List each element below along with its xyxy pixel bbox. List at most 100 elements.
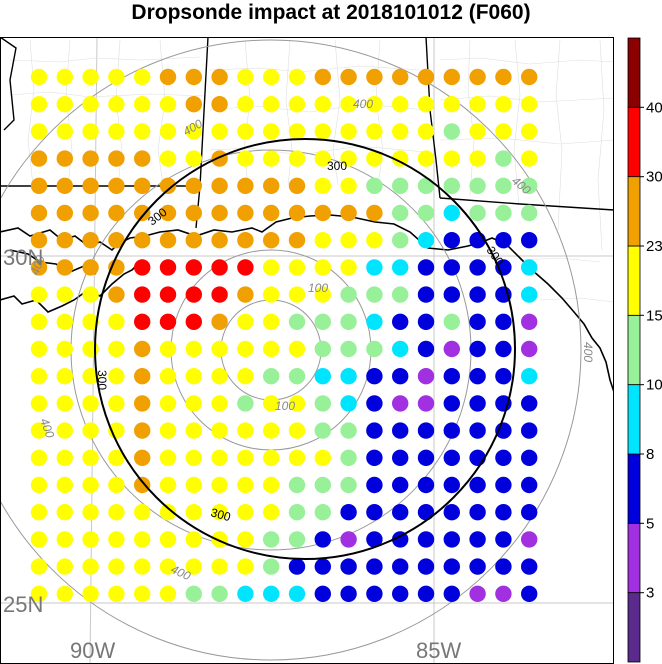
impact-dot — [108, 368, 125, 385]
impact-dot — [443, 68, 460, 86]
impact-dot — [30, 531, 48, 548]
impact-dot — [495, 232, 512, 249]
impact-dot — [108, 204, 125, 222]
impact-dot — [30, 232, 48, 249]
impact-dot — [443, 368, 460, 385]
impact-dot — [159, 123, 177, 140]
impact-dot — [417, 531, 435, 548]
impact-dot — [340, 368, 357, 385]
colorbar-swatch — [627, 314, 641, 385]
impact-dot — [185, 286, 202, 303]
impact-dot — [392, 259, 409, 276]
colorbar-swatch — [627, 106, 641, 178]
impact-dot — [340, 340, 357, 358]
impact-dot — [340, 395, 357, 412]
impact-dot — [237, 286, 254, 303]
impact-dot — [392, 368, 409, 385]
impact-dot — [392, 449, 409, 466]
impact-dot — [288, 123, 306, 140]
impact-dot — [366, 340, 383, 358]
impact-dot — [134, 259, 151, 276]
impact-dot — [56, 476, 73, 494]
impact-dot — [392, 585, 409, 602]
impact-dot — [134, 585, 151, 602]
impact-dot — [340, 259, 357, 276]
impact-dot — [56, 368, 73, 385]
impact-dot — [314, 422, 331, 439]
impact-dot — [56, 449, 73, 466]
impact-dot — [56, 68, 73, 86]
impact-dot — [211, 395, 228, 412]
impact-dot — [366, 150, 383, 167]
impact-dot — [263, 531, 280, 548]
impact-dot — [185, 340, 202, 358]
impact-dot — [443, 395, 460, 412]
svg-text:300: 300 — [327, 159, 347, 173]
svg-text:100: 100 — [275, 399, 295, 413]
impact-dot — [56, 259, 73, 276]
impact-dot — [340, 422, 357, 439]
impact-dot — [263, 449, 280, 466]
impact-dot — [185, 422, 202, 439]
impact-dot — [340, 286, 357, 303]
impact-dot — [366, 204, 383, 222]
impact-dot — [185, 259, 202, 276]
colorbar-label: 15 — [646, 307, 662, 324]
impact-dot — [56, 204, 73, 222]
impact-dot — [495, 476, 512, 494]
impact-dot — [366, 68, 383, 86]
impact-dot — [314, 449, 331, 466]
colorbar-label: 3 — [646, 585, 654, 602]
range-ring-300 — [94, 138, 516, 560]
impact-dot — [417, 476, 435, 494]
impact-dot — [340, 232, 357, 249]
impact-dot — [134, 150, 151, 167]
impact-dot — [82, 476, 99, 494]
impact-dot — [159, 395, 177, 412]
impact-dot — [185, 68, 202, 86]
impact-dot — [469, 422, 486, 439]
impact-dot — [82, 585, 99, 602]
impact-dot — [417, 123, 435, 140]
impact-dot — [417, 204, 435, 222]
impact-dot — [237, 177, 254, 194]
impact-dot — [469, 531, 486, 548]
impact-dot — [30, 204, 48, 222]
impact-dot — [469, 340, 486, 358]
impact-dot — [469, 368, 486, 385]
impact-dot — [340, 313, 357, 330]
impact-dot — [159, 232, 177, 249]
impact-dot — [159, 259, 177, 276]
impact-dot — [288, 204, 306, 222]
impact-dot — [366, 476, 383, 494]
impact-dot — [314, 476, 331, 494]
impact-dot — [237, 96, 254, 113]
impact-dot — [237, 123, 254, 140]
impact-dot — [443, 313, 460, 330]
impact-dot — [82, 232, 99, 249]
colorbar-label: 10 — [646, 377, 662, 394]
impact-dot — [82, 150, 99, 167]
impact-dot — [211, 68, 228, 86]
impact-dot — [108, 395, 125, 412]
impact-dot — [82, 123, 99, 140]
impact-dot — [211, 204, 228, 222]
impact-dot — [159, 340, 177, 358]
impact-dot — [263, 123, 280, 140]
impact-dot — [469, 504, 486, 521]
impact-dot — [314, 558, 331, 575]
impact-dot — [108, 286, 125, 303]
impact-dot — [521, 422, 538, 439]
impact-dot — [469, 177, 486, 194]
impact-dot — [30, 150, 48, 167]
impact-dot — [521, 286, 538, 303]
impact-dot — [392, 150, 409, 167]
impact-dot — [417, 232, 435, 249]
impact-dot — [108, 504, 125, 521]
impact-dot — [314, 68, 331, 86]
impact-dot — [495, 204, 512, 222]
impact-dot — [417, 585, 435, 602]
impact-dot — [392, 422, 409, 439]
impact-dot — [366, 259, 383, 276]
colorbar-swatch — [627, 453, 641, 524]
